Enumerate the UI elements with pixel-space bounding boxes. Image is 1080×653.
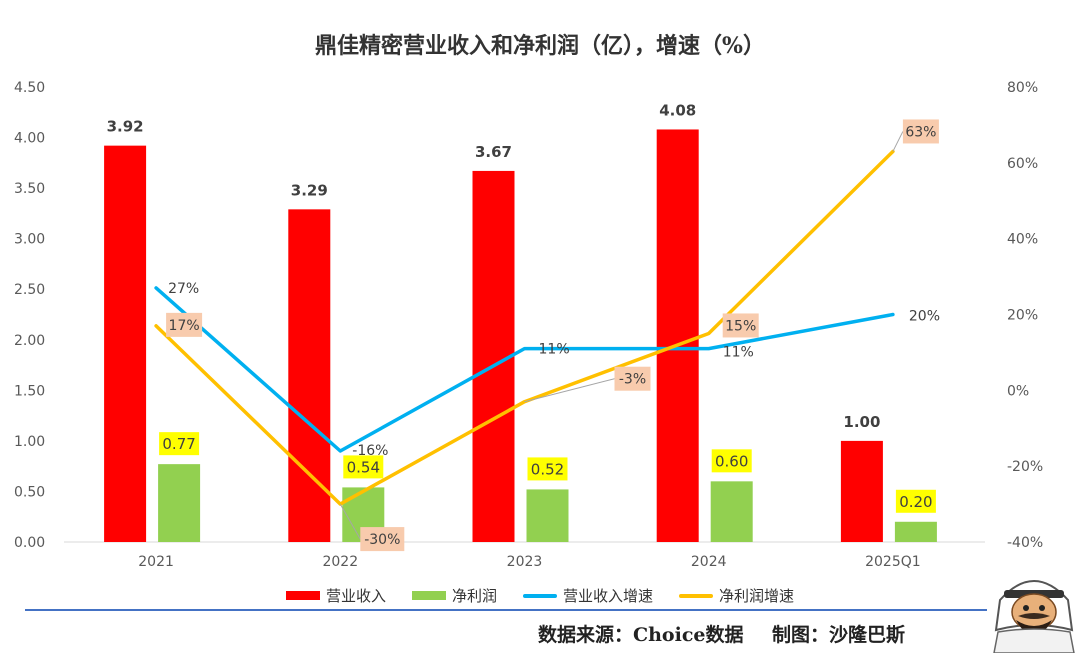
legend-label-revenue-growth: 营业收入增速	[563, 585, 653, 606]
legend-item-revenue: 营业收入	[286, 585, 386, 606]
net-profit-data-label: 0.77	[162, 435, 195, 453]
revenue-data-label: 3.29	[291, 181, 328, 199]
revenue-growth-data-label: -16%	[352, 443, 388, 459]
y-right-tick-label: -40%	[1007, 535, 1043, 551]
y-left-tick-label: 0.50	[14, 484, 45, 500]
x-tick-label: 2021	[138, 554, 174, 570]
net-profit-bar	[895, 522, 937, 542]
profit-growth-data-label: 17%	[169, 318, 200, 334]
x-tick-label: 2025Q1	[865, 554, 921, 570]
legend-item-net-profit: 净利润	[412, 585, 497, 606]
revenue-bar	[104, 146, 146, 542]
revenue-growth-data-label: 27%	[168, 281, 199, 297]
revenue-bar	[841, 441, 883, 542]
revenue-growth-data-label: 20%	[909, 309, 940, 325]
x-tick-label: 2023	[507, 554, 543, 570]
footer-author: 制图：沙隆巴斯	[772, 620, 905, 647]
revenue-bar	[657, 129, 699, 542]
revenue-data-label: 3.67	[475, 143, 512, 161]
y-right-tick-label: 40%	[1007, 232, 1038, 248]
bearded-man-keffiyeh-icon	[988, 560, 1080, 653]
revenue-bar	[288, 209, 330, 542]
net-profit-data-label: 0.54	[347, 458, 380, 476]
combo-chart: 0.00 0.50 1.00 1.50 2.00 2.50 3.00 3.50 4.00 4.50…	[0, 0, 1080, 653]
profit-growth-line	[156, 151, 893, 504]
profit-growth-leader-line	[893, 131, 903, 151]
y-left-tick-label: 3.50	[14, 181, 45, 197]
net-profit-data-label: 0.20	[899, 493, 932, 511]
footer-divider	[25, 609, 987, 611]
revenue-growth-data-label: 11%	[539, 342, 570, 358]
revenue-data-label: 1.00	[843, 413, 880, 431]
net-profit-bar	[711, 481, 753, 542]
legend-label-revenue: 营业收入	[326, 585, 386, 606]
net-profit-bar	[158, 464, 200, 542]
legend-label-net-profit: 净利润	[452, 585, 497, 606]
y-left-tick-label: 1.00	[14, 434, 45, 450]
y-right-tick-label: -20%	[1007, 459, 1043, 475]
y-left-tick-label: 3.00	[14, 232, 45, 248]
y-left-tick-label: 4.00	[14, 131, 45, 147]
y-right-tick-label: 80%	[1007, 80, 1038, 96]
profit-growth-data-label: -3%	[619, 372, 646, 388]
y-right-tick-label: 60%	[1007, 156, 1038, 172]
profit-growth-data-label: 63%	[905, 124, 936, 140]
legend-item-profit-growth: 净利润增速	[679, 585, 794, 606]
legend-swatch-revenue	[286, 591, 320, 600]
profit-growth-data-label: 15%	[725, 318, 756, 334]
legend-swatch-revenue-growth	[523, 594, 557, 598]
y-right-tick-label: 20%	[1007, 308, 1038, 324]
x-tick-label: 2022	[322, 554, 358, 570]
revenue-growth-data-label: 11%	[723, 345, 754, 361]
revenue-data-label: 3.92	[107, 118, 144, 136]
legend-item-revenue-growth: 营业收入增速	[523, 585, 653, 606]
y-left-tick-label: 4.50	[14, 80, 45, 96]
net-profit-bar	[527, 489, 569, 542]
y-right-tick-label: 0%	[1007, 383, 1029, 399]
y-left-tick-label: 2.50	[14, 282, 45, 298]
profit-growth-data-label: -30%	[364, 532, 400, 548]
y-left-tick-label: 0.00	[14, 535, 45, 551]
revenue-data-label: 4.08	[659, 101, 696, 119]
legend-swatch-profit-growth	[679, 594, 713, 598]
chart-legend: 营业收入 净利润 营业收入增速 净利润增速	[0, 585, 1080, 606]
legend-swatch-net-profit	[412, 591, 446, 600]
footer-source: 数据来源：Choice数据	[538, 620, 743, 647]
y-left-tick-label: 2.00	[14, 333, 45, 349]
profit-growth-leader-line	[525, 379, 615, 402]
net-profit-data-label: 0.52	[531, 460, 564, 478]
revenue-growth-line	[156, 288, 893, 451]
y-left-tick-label: 1.50	[14, 383, 45, 399]
legend-label-profit-growth: 净利润增速	[719, 585, 794, 606]
x-tick-label: 2024	[691, 554, 727, 570]
net-profit-data-label: 0.60	[715, 452, 748, 470]
